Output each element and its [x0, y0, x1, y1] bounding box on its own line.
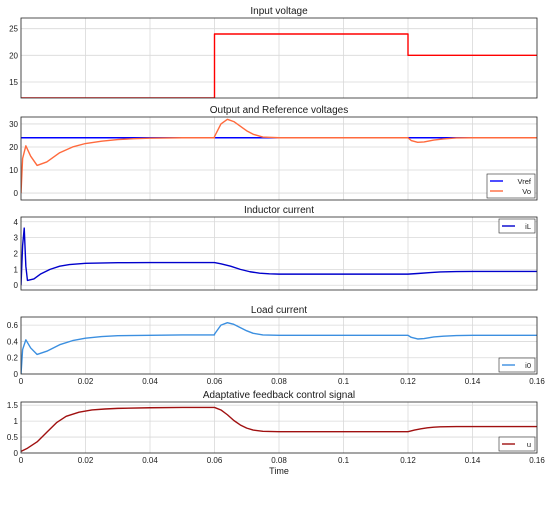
- x-tick-label: 0: [19, 456, 24, 465]
- subplot-3: Inductor current 0 1 2 3 4 iL: [14, 205, 538, 291]
- series-line-i0: [21, 322, 537, 374]
- y-tick-label: 20: [9, 51, 18, 60]
- axes-frame: [20, 17, 538, 99]
- x-axis-label: Time: [269, 466, 289, 476]
- legend-label: Vref: [518, 177, 532, 186]
- legend-label: Vo: [522, 187, 531, 196]
- legend-box: [486, 173, 536, 199]
- x-tick-label: 0.06: [207, 456, 223, 465]
- subplot-2: Output and Reference voltages 0 10 20 30 Vref…: [9, 105, 538, 201]
- x-tick-label: 0: [19, 377, 24, 386]
- x-tick-label: 0.02: [78, 377, 94, 386]
- series-line-il: [21, 227, 537, 286]
- y-tick-label: 20: [9, 143, 18, 152]
- subplot-title: Output and Reference voltages: [210, 105, 348, 116]
- axes-frame: [20, 316, 538, 375]
- y-tick-label: 2: [14, 250, 19, 259]
- y-tick-label: 0: [14, 449, 19, 458]
- x-tick-label: 0.1: [338, 456, 350, 465]
- subplot-title: Input voltage: [250, 6, 308, 17]
- subplot-title: Load current: [251, 305, 307, 316]
- legend-box: [498, 218, 536, 234]
- x-tick-label: 0.12: [400, 456, 416, 465]
- y-tick-label: 0.6: [7, 321, 19, 330]
- series-line-main: [21, 33, 537, 98]
- y-tick-label: 1.5: [7, 401, 19, 410]
- y-tick-label: 0.2: [7, 354, 19, 363]
- x-tick-label: 0.02: [78, 456, 94, 465]
- y-tick-label: 15: [9, 78, 18, 87]
- subplot-5: Adaptative feedback control signal 0 0.5 1 1…: [7, 390, 545, 476]
- x-tick-label: 0.08: [271, 377, 287, 386]
- legend: i0: [498, 357, 536, 373]
- legend-label: u: [527, 440, 531, 449]
- y-tick-label: 3: [14, 234, 19, 243]
- y-tick-label: 25: [9, 25, 18, 34]
- x-tick-label: 0.16: [529, 456, 545, 465]
- y-tick-label: 10: [9, 166, 18, 175]
- series-line-vo: [21, 118, 537, 194]
- y-tick-label: 30: [9, 120, 18, 129]
- subplot-title: Adaptative feedback control signal: [203, 390, 355, 401]
- legend-label: i0: [525, 361, 531, 370]
- x-tick-label: 0.14: [465, 456, 481, 465]
- axes-frame: [20, 401, 538, 454]
- x-tick-label: 0.16: [529, 377, 545, 386]
- x-tick-label: 0.08: [271, 456, 287, 465]
- x-tick-label: 0.12: [400, 377, 416, 386]
- legend: iL: [498, 218, 536, 234]
- x-tick-label: 0.04: [142, 377, 158, 386]
- y-tick-label: 0.4: [7, 337, 19, 346]
- x-tick-label: 0.04: [142, 456, 158, 465]
- axes-frame: [20, 216, 538, 291]
- y-tick-label: 4: [14, 218, 19, 227]
- subplot-4: Load current 0 0.2 0.4 0.6 0 0.02 0.04 0.06 0.08 0…: [7, 305, 545, 386]
- subplot-1: Input voltage 15 20 25: [9, 6, 538, 99]
- x-tick-label: 0.14: [465, 377, 481, 386]
- subplot-title: Inductor current: [244, 205, 314, 216]
- y-tick-label: 1: [14, 265, 19, 274]
- axes-frame: [20, 116, 538, 201]
- x-tick-label: 0.06: [207, 377, 223, 386]
- y-tick-label: 0: [14, 281, 19, 290]
- y-tick-label: 1: [14, 417, 19, 426]
- series-line-u: [21, 406, 537, 453]
- legend-box: [498, 357, 536, 373]
- legend: u: [498, 436, 536, 452]
- y-tick-label: 0.5: [7, 433, 19, 442]
- legend-box: [498, 436, 536, 452]
- legend-label: iL: [525, 222, 531, 231]
- x-tick-label: 0.1: [338, 377, 350, 386]
- y-tick-label: 0: [14, 189, 19, 198]
- y-tick-label: 0: [14, 370, 19, 379]
